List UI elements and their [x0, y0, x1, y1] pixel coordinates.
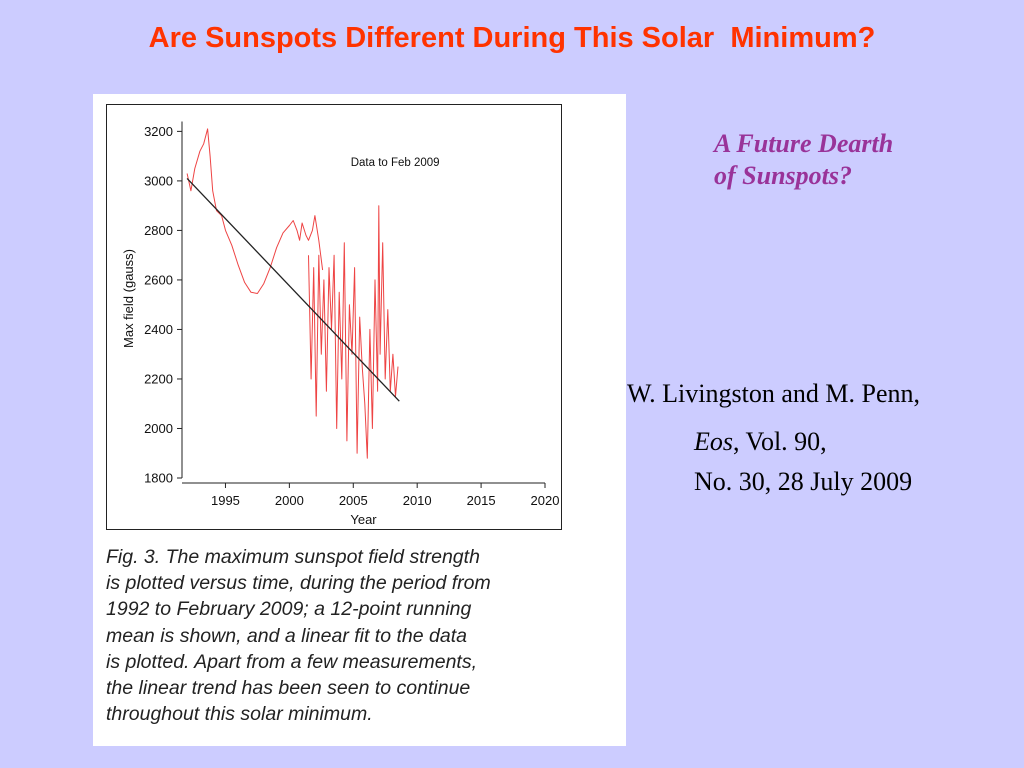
- y-tick-label: 3000: [144, 173, 173, 188]
- y-tick-label: 2600: [144, 272, 173, 287]
- figure-panel: 1800 2000 2200 2400 2600 2800 3000 3200 1995 2000…: [93, 94, 626, 746]
- x-tick-label: 2000: [275, 493, 304, 508]
- series-measurements: [308, 205, 399, 459]
- x-tick-label: 2005: [339, 493, 368, 508]
- x-axis-label: Year: [350, 512, 377, 527]
- y-tick-label: 2200: [144, 371, 173, 386]
- x-tick-label: 2010: [403, 493, 432, 508]
- y-tick-label: 2800: [144, 223, 173, 238]
- figure-caption: Fig. 3. The maximum sunspot field streng…: [106, 544, 576, 727]
- y-tick-label: 2400: [144, 322, 173, 337]
- caption-line: the linear trend has been seen to contin…: [106, 677, 471, 700]
- citation-authors: W. Livingston and M. Penn,: [627, 379, 920, 408]
- series-linear-fit: [186, 177, 400, 402]
- y-tick-label: 1800: [144, 471, 173, 486]
- side-heading-line: A Future Dearth: [714, 129, 894, 158]
- y-tick-label: 2000: [144, 421, 173, 436]
- y-axis-label: Max field (gauss): [121, 249, 136, 348]
- chart-annotation: Data to Feb 2009: [351, 157, 440, 169]
- caption-line: throughout this solar minimum.: [106, 703, 373, 726]
- caption-line: is plotted. Apart from a few measurement…: [106, 650, 478, 673]
- caption-line: 1992 to February 2009; a 12-point runnin…: [106, 598, 472, 621]
- caption-line: mean is shown, and a linear fit to the d…: [106, 624, 467, 647]
- sunspot-field-chart: 1800 2000 2200 2400 2600 2800 3000 3200 1995 2000…: [121, 121, 560, 527]
- x-tick-label: 1995: [211, 493, 240, 508]
- slide-title: Are Sunspots Different During This Solar…: [148, 22, 876, 54]
- citation-issue: No. 30, 28 July 2009: [694, 467, 913, 496]
- y-tick-label: 3200: [144, 124, 173, 139]
- citation-journal: Eos: [694, 427, 733, 456]
- series-running-mean: [186, 128, 324, 294]
- side-heading: A Future Dearth of Sunspots?: [714, 128, 893, 192]
- x-tick-label: 2020: [531, 493, 560, 508]
- x-tick-label: 2015: [467, 493, 496, 508]
- citation-journal-line: Eos, Vol. 90,: [694, 427, 827, 457]
- caption-line: is plotted versus time, during the perio…: [106, 572, 491, 595]
- chart-frame: 1800 2000 2200 2400 2600 2800 3000 3200 1995 2000…: [106, 104, 562, 530]
- side-heading-line: of Sunspots?: [714, 161, 852, 190]
- caption-line: Fig. 3. The maximum sunspot field streng…: [106, 546, 480, 568]
- citation-volume: , Vol. 90,: [733, 427, 827, 456]
